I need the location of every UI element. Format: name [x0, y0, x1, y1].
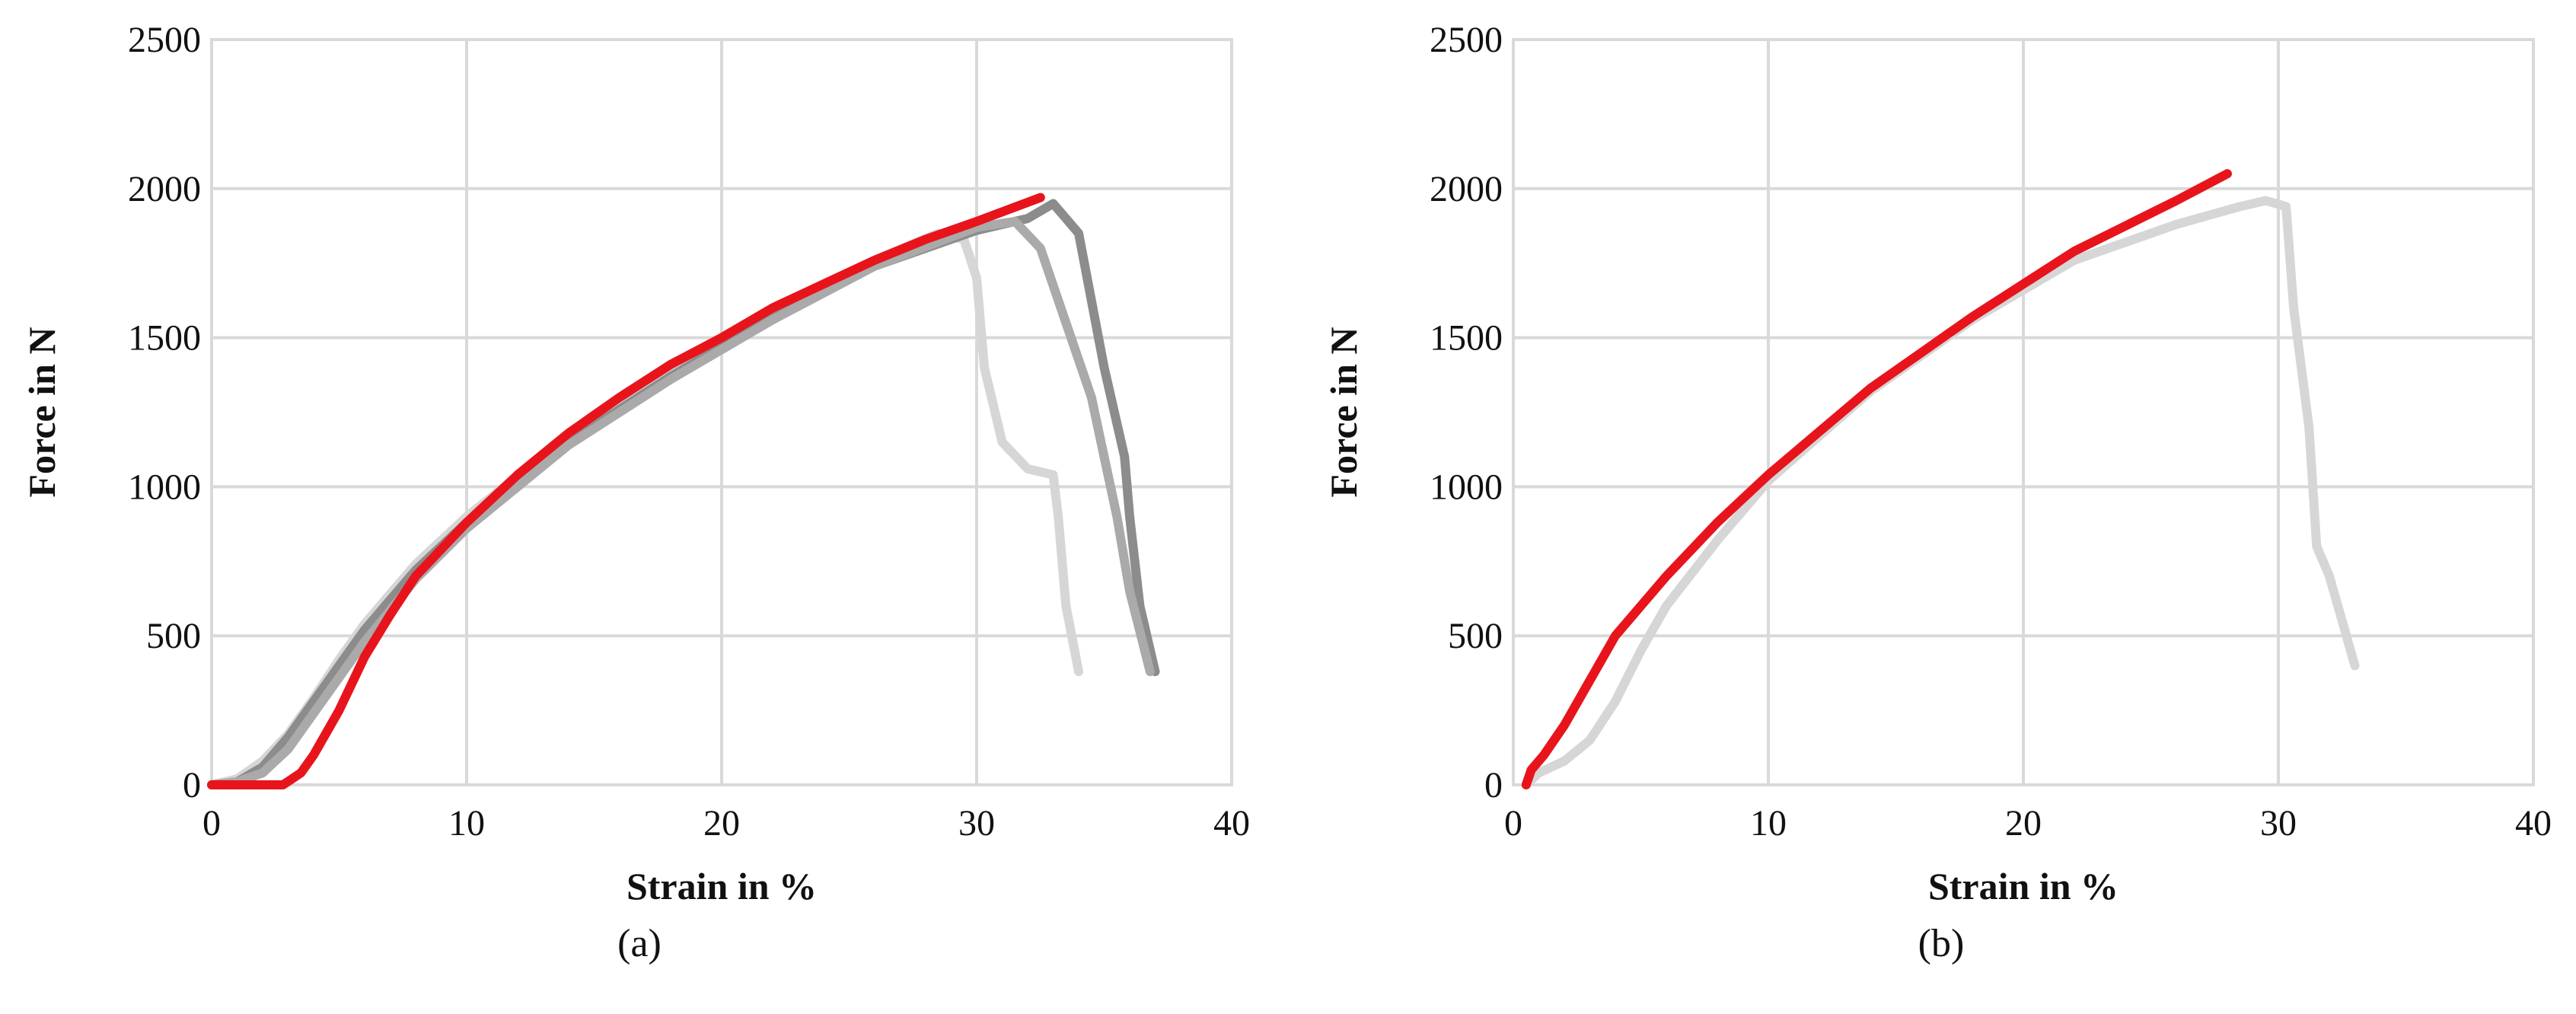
y-tick-label: 500 [146, 616, 201, 656]
y-tick-label: 2000 [128, 169, 201, 209]
y-tick-label: 2500 [128, 20, 201, 60]
y-tick-label: 1500 [1430, 318, 1503, 359]
x-tick-label: 30 [958, 803, 995, 843]
y-axis-title: Force in N [21, 327, 63, 497]
series-line-4 [207, 193, 1045, 789]
y-tick-label: 2000 [1430, 169, 1503, 209]
y-tick-label: 1000 [128, 467, 201, 507]
x-tick-label: 0 [202, 803, 221, 843]
y-tick-label: 2500 [1430, 20, 1503, 60]
y-tick-label: 0 [183, 765, 201, 805]
y-axis-title: Force in N [1322, 327, 1365, 497]
plot-area-frame [210, 38, 1233, 786]
series-line-3 [207, 216, 1155, 789]
x-tick-label: 0 [1504, 803, 1522, 843]
x-tick-label: 20 [703, 803, 740, 843]
y-tick-label: 1000 [1430, 467, 1503, 507]
y-tick-label: 1500 [128, 318, 201, 359]
x-tick-label: 30 [2260, 803, 2297, 843]
panel-label-b: (b) [1918, 922, 1965, 965]
series-line-2 [1521, 169, 2232, 789]
x-axis-title: Strain in % [626, 865, 817, 907]
x-tick-label: 10 [1750, 803, 1787, 843]
x-tick-label: 10 [448, 803, 485, 843]
panel-label-a: (a) [617, 922, 662, 965]
x-tick-label: 40 [1213, 803, 1250, 843]
plot-area-frame [1512, 38, 2535, 786]
series-line-1 [1521, 196, 2360, 789]
x-axis-title: Strain in % [1928, 865, 2119, 907]
x-tick-label: 20 [2005, 803, 2042, 843]
chart-panel-a: 0 10 20 30 40 0 500 1000 1500 2000 2500 Strain in %… [21, 20, 1250, 965]
series-line-2 [207, 199, 1160, 789]
chart-panel-b: 0 10 20 30 40 0 500 1000 1500 2000 2500 Strain in %… [1322, 20, 2552, 965]
y-tick-label: 0 [1484, 765, 1503, 805]
x-tick-label: 40 [2515, 803, 2552, 843]
y-tick-label: 500 [1448, 616, 1503, 656]
